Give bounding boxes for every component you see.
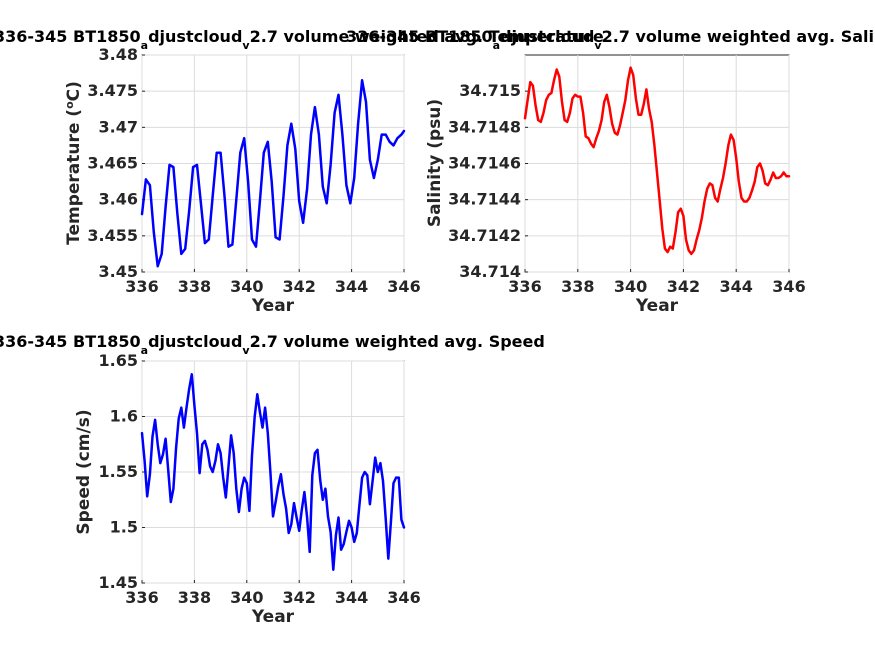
salinity-xtick-label: 344 xyxy=(719,277,752,296)
temperature-xtick-label: 342 xyxy=(282,277,315,296)
temperature-xtick-label: 340 xyxy=(230,277,263,296)
speed-ytick-label: 1.6 xyxy=(110,407,138,426)
speed-ytick-label: 1.65 xyxy=(99,351,138,370)
temperature-ytick-label: 3.475 xyxy=(87,81,138,100)
salinity-ytick-label: 34.7142 xyxy=(448,226,521,245)
temperature-ytick-label: 3.47 xyxy=(99,117,138,136)
speed-title: 336-345 BT1850adjustcloudv2.7 volume wei… xyxy=(0,332,545,357)
temperature-ytick-label: 3.48 xyxy=(99,45,138,64)
temperature-title: 336-345 BT1850adjustcloudv2.7 volume wei… xyxy=(0,27,604,52)
salinity-title: 336-345 BT1850adjustcloudv2.7 volume wei… xyxy=(346,27,875,52)
speed-ytick-label: 1.45 xyxy=(99,573,138,592)
salinity-series-line xyxy=(523,66,791,256)
speed-series-line xyxy=(140,373,406,571)
speed-panel: 336-345 BT1850adjustcloudv2.7 volume wei… xyxy=(0,332,545,627)
temperature-xtick-label: 338 xyxy=(178,277,211,296)
salinity-ytick-label: 34.714 xyxy=(459,262,521,281)
temperature-panel: 336-345 BT1850adjustcloudv2.7 volume wei… xyxy=(0,27,604,316)
salinity-xlabel: Year xyxy=(635,296,679,316)
temperature-ytick-label: 3.465 xyxy=(87,154,138,173)
salinity-xtick-label: 338 xyxy=(561,277,594,296)
speed-ylabel: Speed (cm/s) xyxy=(74,409,94,534)
temperature-series-line xyxy=(140,79,406,268)
salinity-ticks: 336 338 340 342 344 346 34.714 34.7142 34.7144 34… xyxy=(448,81,806,296)
speed-xtick-label: 338 xyxy=(178,588,211,607)
speed-xtick-label: 342 xyxy=(282,588,315,607)
speed-xtick-label: 340 xyxy=(230,588,263,607)
temperature-ylabel: Temperature (oC) xyxy=(63,81,85,245)
temperature-ytick-label: 3.45 xyxy=(99,262,138,281)
speed-ytick-label: 1.55 xyxy=(99,462,138,481)
speed-xlabel: Year xyxy=(251,607,295,627)
temperature-ticks: 336 338 340 342 344 346 3.45 3.455 3.46 3.465 3.47… xyxy=(87,45,420,296)
salinity-ylabel: Salinity (psu) xyxy=(425,99,445,227)
temperature-xtick-label: 344 xyxy=(335,277,368,296)
speed-ticks: 336 338 340 342 344 346 1.45 1.5 1.55 1.6 1.65 xyxy=(99,351,421,607)
salinity-ytick-label: 34.715 xyxy=(459,81,521,100)
speed-ytick-label: 1.5 xyxy=(110,518,138,537)
salinity-ytick-label: 34.7144 xyxy=(448,190,521,209)
speed-xtick-label: 346 xyxy=(387,588,420,607)
salinity-xtick-label: 340 xyxy=(614,277,647,296)
salinity-ytick-label: 34.7148 xyxy=(448,117,521,136)
salinity-xtick-label: 342 xyxy=(667,277,700,296)
speed-xtick-label: 344 xyxy=(335,588,368,607)
temperature-ytick-label: 3.46 xyxy=(99,190,138,209)
salinity-ytick-label: 34.7146 xyxy=(448,154,521,173)
salinity-panel: 336-345 BT1850adjustcloudv2.7 volume wei… xyxy=(346,27,875,316)
speed-xtick-label: 336 xyxy=(125,588,158,607)
salinity-xtick-label: 346 xyxy=(772,277,805,296)
salinity-xtick-label: 336 xyxy=(508,277,541,296)
temperature-xtick-label: 346 xyxy=(387,277,420,296)
temperature-xtick-label: 336 xyxy=(125,277,158,296)
temperature-ytick-label: 3.455 xyxy=(87,226,138,245)
temperature-xlabel: Year xyxy=(251,296,295,316)
